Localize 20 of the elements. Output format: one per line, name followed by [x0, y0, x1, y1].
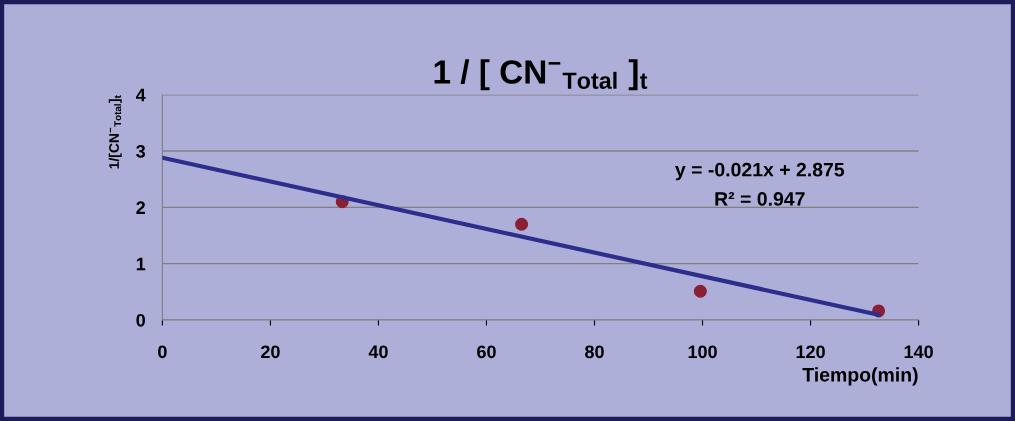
- x-tick-label: 140: [904, 345, 933, 359]
- x-tick-label: 120: [796, 345, 825, 359]
- x-tick-label: 100: [688, 345, 717, 359]
- x-tick-label: 40: [368, 345, 388, 359]
- y-tick-label: 0: [136, 313, 145, 327]
- x-tick-label: 20: [261, 345, 280, 359]
- x-tick-label: 80: [585, 345, 604, 359]
- y-tick-label: 1: [136, 257, 146, 271]
- y-tick-label: 4: [135, 88, 146, 102]
- y-tick-label: 3: [136, 144, 146, 158]
- annotation: R² = 0.947: [715, 192, 805, 206]
- x-tick-label: 0: [158, 345, 167, 359]
- point: [693, 284, 707, 298]
- annotation: y = -0.021x + 2.875: [675, 162, 845, 181]
- y-axis-title: 1/[CN$^{−}$$_{Total}$]$_{t}$: [108, 95, 122, 169]
- point: [515, 217, 529, 231]
- y-tick-label: 2: [136, 201, 146, 214]
- x-axis-title: Tiempo(min): [802, 367, 918, 386]
- chart-title: 1 / [ CN$^{−}$$_{Total}$ ]$_{t}$: [434, 59, 648, 91]
- x-tick-label: 60: [477, 345, 496, 359]
